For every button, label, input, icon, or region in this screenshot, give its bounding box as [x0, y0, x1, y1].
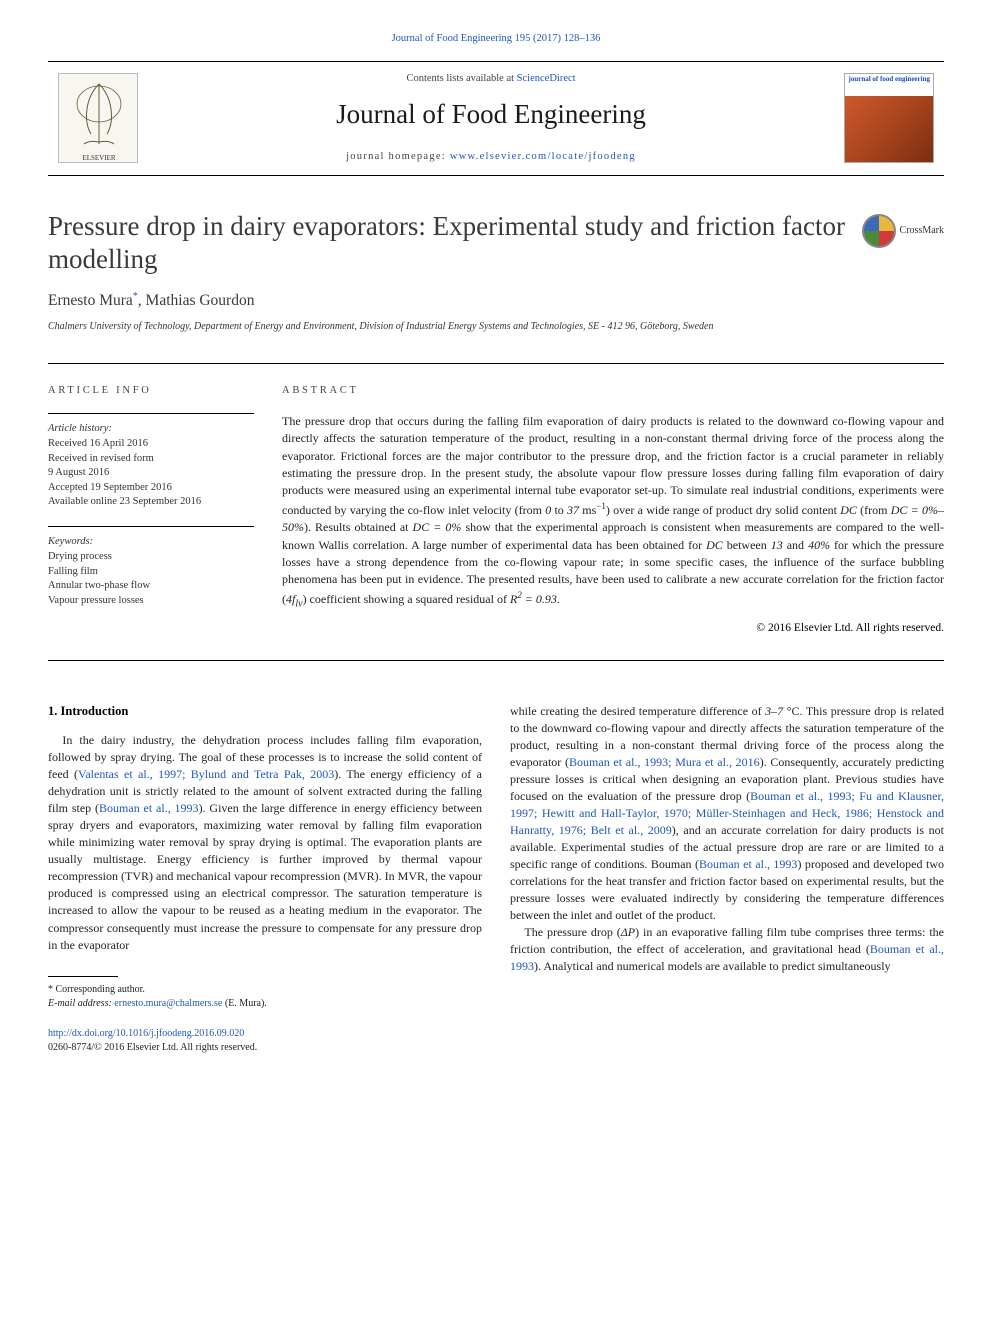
body-left-column: 1. Introduction In the dairy industry, t…	[48, 703, 482, 1055]
keyword: Annular two-phase flow	[48, 579, 254, 593]
cite-link[interactable]: Valentas et al., 1997; Bylund and Tetra …	[78, 767, 334, 781]
history-line: Received in revised form	[48, 452, 254, 466]
cite-link[interactable]: Bouman et al., 1993	[699, 857, 797, 871]
corr-author-label: * Corresponding author.	[48, 983, 482, 997]
sciencedirect-link[interactable]: ScienceDirect	[517, 73, 576, 84]
publisher-logo-cell: ELSEVIER	[48, 62, 148, 175]
article-info-label: ARTICLE INFO	[48, 384, 254, 399]
abstract-label: ABSTRACT	[282, 384, 944, 399]
keyword: Vapour pressure losses	[48, 594, 254, 608]
history-line: Available online 23 September 2016	[48, 495, 254, 509]
cite-link[interactable]: Bouman et al., 1993; Fu and Klausner, 19…	[510, 789, 944, 837]
history-line: Received 16 April 2016	[48, 437, 254, 451]
author-sep: ,	[138, 292, 146, 309]
doi-block: http://dx.doi.org/10.1016/j.jfoodeng.201…	[48, 1027, 482, 1055]
header-citation-link[interactable]: Journal of Food Engineering 195 (2017) 1…	[392, 33, 601, 44]
keywords-block: Keywords: Drying process Falling film An…	[48, 526, 254, 608]
journal-title: Journal of Food Engineering	[156, 96, 826, 134]
doi-link[interactable]: http://dx.doi.org/10.1016/j.jfoodeng.201…	[48, 1028, 244, 1039]
author-1: Ernesto Mura	[48, 292, 133, 309]
keywords-label: Keywords:	[48, 535, 254, 549]
journal-cover-thumbnail: journal of food engineering	[844, 73, 934, 163]
cover-title-text: journal of food engineering	[845, 74, 933, 96]
abstract-copyright: © 2016 Elsevier Ltd. All rights reserved…	[282, 620, 944, 636]
journal-cover-cell: journal of food engineering	[834, 62, 944, 175]
corresponding-author-footnote: * Corresponding author. E-mail address: …	[48, 983, 482, 1011]
history-label: Article history:	[48, 422, 254, 436]
intro-paragraph-right-1: while creating the desired temperature d…	[510, 703, 944, 924]
corr-email-link[interactable]: ernesto.mura@chalmers.se	[114, 998, 222, 1009]
abstract-column: ABSTRACT The pressure drop that occurs d…	[282, 384, 944, 636]
homepage-prefix: journal homepage:	[346, 151, 450, 162]
contents-prefix: Contents lists available at	[406, 73, 516, 84]
article-title: Pressure drop in dairy evaporators: Expe…	[48, 210, 862, 276]
cite-link[interactable]: Bouman et al., 1993	[510, 942, 944, 973]
email-suffix: (E. Mura).	[222, 998, 266, 1009]
author-2: Mathias Gourdon	[146, 292, 255, 309]
publisher-label-text: ELSEVIER	[82, 154, 115, 162]
keyword: Falling film	[48, 565, 254, 579]
meta-abstract-row: ARTICLE INFO Article history: Received 1…	[48, 363, 944, 661]
contents-line: Contents lists available at ScienceDirec…	[156, 72, 826, 87]
crossmark-icon	[862, 214, 896, 248]
cover-image	[845, 96, 933, 162]
banner-center: Contents lists available at ScienceDirec…	[148, 62, 834, 175]
body-right-column: while creating the desired temperature d…	[510, 703, 944, 1055]
intro-paragraph-left: In the dairy industry, the dehydration p…	[48, 732, 482, 953]
body-two-column: 1. Introduction In the dairy industry, t…	[48, 703, 944, 1055]
elsevier-tree-logo: ELSEVIER	[58, 73, 138, 163]
cite-link[interactable]: Bouman et al., 1993	[99, 801, 199, 815]
issn-copyright-line: 0260-8774/© 2016 Elsevier Ltd. All right…	[48, 1041, 482, 1055]
crossmark-label: CrossMark	[900, 224, 944, 238]
intro-paragraph-right-2: The pressure drop (ΔP) in an evaporative…	[510, 924, 944, 975]
footnote-separator	[48, 976, 118, 977]
history-line: 9 August 2016	[48, 466, 254, 480]
homepage-url[interactable]: www.elsevier.com/locate/jfoodeng	[450, 151, 636, 162]
author-line: Ernesto Mura*, Mathias Gourdon	[48, 290, 862, 312]
section-1-heading: 1. Introduction	[48, 703, 482, 721]
affiliation: Chalmers University of Technology, Depar…	[48, 320, 862, 334]
email-label: E-mail address:	[48, 998, 114, 1009]
running-header: Journal of Food Engineering 195 (2017) 1…	[48, 32, 944, 47]
article-info-column: ARTICLE INFO Article history: Received 1…	[48, 384, 254, 636]
homepage-line: journal homepage: www.elsevier.com/locat…	[156, 150, 826, 165]
journal-banner: ELSEVIER Contents lists available at Sci…	[48, 61, 944, 176]
abstract-text: The pressure drop that occurs during the…	[282, 413, 944, 612]
article-history-block: Article history: Received 16 April 2016 …	[48, 413, 254, 510]
keyword: Drying process	[48, 550, 254, 564]
article-header: Pressure drop in dairy evaporators: Expe…	[48, 210, 944, 333]
history-line: Accepted 19 September 2016	[48, 481, 254, 495]
cite-link[interactable]: Bouman et al., 1993; Mura et al., 2016	[569, 755, 760, 769]
crossmark-badge[interactable]: CrossMark	[862, 214, 944, 248]
